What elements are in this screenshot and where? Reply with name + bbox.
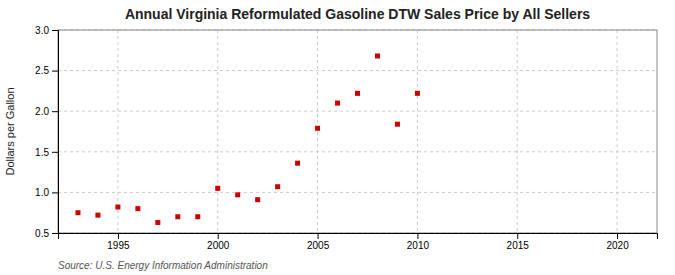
tick-mark <box>52 71 58 72</box>
tick: 2005 <box>307 233 330 251</box>
tick-label: 1.5 <box>35 147 49 158</box>
tick-mark <box>52 192 58 193</box>
tick-mark <box>52 152 58 153</box>
point <box>195 214 200 219</box>
source-annotation: Source: U.S. Energy Information Administ… <box>58 260 268 271</box>
point <box>235 192 240 197</box>
grid-line-x <box>117 30 118 233</box>
tick: 0.5 <box>35 228 58 239</box>
point <box>95 213 100 218</box>
points <box>75 53 419 224</box>
y-axis-title: Dollars per Gallon <box>4 87 16 175</box>
tick: 2020 <box>606 233 629 251</box>
tick: 1.0 <box>35 187 58 198</box>
tick: 2000 <box>207 233 230 251</box>
tick: 2.5 <box>35 65 58 76</box>
title: Annual Virginia Reformulated Gasoline DT… <box>125 6 590 22</box>
point <box>275 184 280 189</box>
plot-area: 1995 2000 2005 2010 2015 2020 0.5 1.0 1.5 2.0 2.5 3… <box>35 25 657 251</box>
point <box>115 205 120 210</box>
y-axis: 0.5 1.0 1.5 2.0 2.5 3.0 <box>35 25 58 239</box>
tick-mark <box>52 233 58 234</box>
point <box>395 122 400 127</box>
tick-label: 2015 <box>507 240 530 251</box>
grid-line-y <box>58 192 657 193</box>
tick-label: 2005 <box>307 240 330 251</box>
grid-line-y <box>58 151 657 152</box>
point <box>175 214 180 219</box>
x-axis: 1995 2000 2005 2010 2015 2020 <box>59 233 658 251</box>
point <box>415 91 420 96</box>
tick: 2015 <box>507 233 530 251</box>
grid-line-y <box>58 70 657 71</box>
point <box>315 126 320 131</box>
point <box>355 91 360 96</box>
point <box>255 197 260 202</box>
axis-line <box>59 234 658 240</box>
point <box>215 186 220 191</box>
grid-line-x <box>417 30 418 233</box>
tick-label: 1995 <box>107 240 130 251</box>
grid-line-x <box>217 30 218 233</box>
tick: 2.0 <box>35 106 58 117</box>
tick-label: 2.5 <box>35 65 49 76</box>
tick-label: 1.0 <box>35 187 49 198</box>
tick-mark <box>118 233 119 239</box>
plot-frame <box>58 30 657 233</box>
tick-mark <box>218 233 219 239</box>
tick-label: 2010 <box>407 240 430 251</box>
tick-mark <box>417 233 418 239</box>
tick: 1.5 <box>35 147 58 158</box>
grid-line-x <box>317 30 318 233</box>
grid <box>58 30 657 233</box>
chart-container: 1995 2000 2005 2010 2015 2020 0.5 1.0 1.5 2.0 2.5 3… <box>0 0 675 275</box>
tick: 2010 <box>407 233 430 251</box>
tick: 3.0 <box>35 25 58 36</box>
tick-mark <box>52 111 58 112</box>
point <box>375 53 380 58</box>
tick-mark <box>52 30 58 31</box>
point <box>135 206 140 211</box>
tick-mark <box>617 233 618 239</box>
tick: 1995 <box>107 233 130 251</box>
point <box>335 101 340 106</box>
grid-line-x <box>617 30 618 233</box>
tick-label: 2000 <box>207 240 230 251</box>
tick-label: 0.5 <box>35 228 49 239</box>
tick-mark <box>517 233 518 239</box>
grid-line-x <box>517 30 518 233</box>
grid-line-y <box>58 111 657 112</box>
axis-line <box>52 31 59 234</box>
tick-label: 2.0 <box>35 106 49 117</box>
tick-label: 3.0 <box>35 25 49 36</box>
tick-label: 2020 <box>606 240 629 251</box>
point <box>155 220 160 225</box>
tick-mark <box>318 233 319 239</box>
point <box>75 210 80 215</box>
point <box>295 161 300 166</box>
chart-svg: 1995 2000 2005 2010 2015 2020 0.5 1.0 1.5 2.0 2.5 3… <box>0 0 675 275</box>
